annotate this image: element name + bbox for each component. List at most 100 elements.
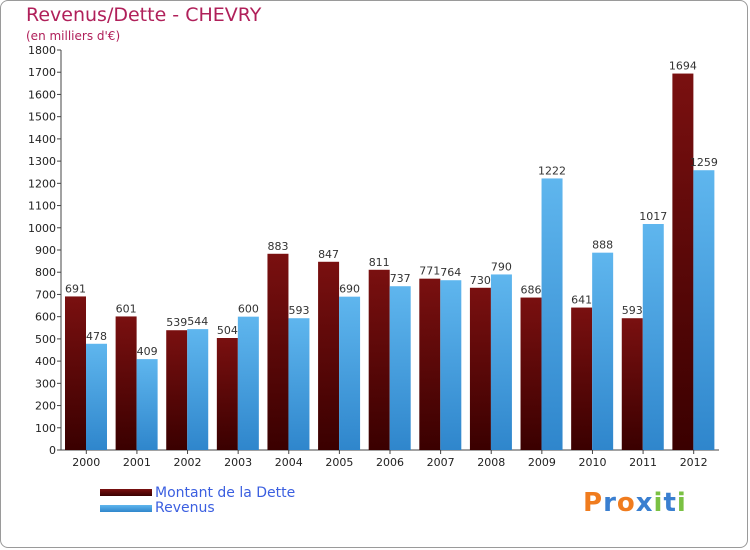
brand-letter: P: [583, 488, 604, 518]
data-label-debt: 593: [622, 304, 643, 317]
y-tick-label: 1400: [28, 133, 56, 146]
bar-debt: [672, 73, 694, 451]
data-label-revenue: 593: [288, 304, 309, 317]
bar-debt: [318, 261, 340, 450]
bar-revenue: [237, 316, 259, 450]
brand-logo: Proxiti: [583, 488, 687, 518]
legend-label-revenue: Revenus: [155, 500, 215, 516]
y-tick-label: 1100: [28, 200, 56, 213]
data-label-debt: 504: [217, 324, 238, 337]
brand-letter: i: [676, 488, 687, 518]
bar-revenue: [541, 178, 563, 450]
data-label-debt: 730: [470, 274, 491, 287]
legend-swatch-revenue: [100, 505, 152, 512]
y-tick-label: 600: [35, 311, 56, 324]
x-tick-label: 2002: [174, 456, 202, 469]
x-tick-label: 2010: [578, 456, 606, 469]
x-tick-label: 2008: [477, 456, 505, 469]
x-tick-label: 2012: [680, 456, 708, 469]
bar-revenue: [187, 329, 209, 450]
y-tick-label: 1500: [28, 111, 56, 124]
y-tick-label: 1300: [28, 155, 56, 168]
data-label-revenue: 544: [187, 315, 208, 328]
y-tick-label: 1000: [28, 222, 56, 235]
bar-revenue: [389, 286, 411, 450]
data-label-revenue: 478: [86, 330, 107, 343]
bar-debt: [520, 297, 542, 450]
y-tick-label: 500: [35, 333, 56, 346]
bar-revenue: [693, 170, 715, 450]
bar-debt: [216, 338, 238, 450]
bar-debt: [115, 316, 137, 450]
bar-revenue: [136, 359, 158, 450]
x-tick-label: 2000: [72, 456, 100, 469]
data-label-debt: 1694: [669, 60, 697, 73]
chart-subtitle: (en milliers d'€): [26, 29, 121, 43]
data-label-revenue: 888: [592, 239, 613, 252]
bar-revenue: [288, 318, 310, 450]
data-label-revenue: 600: [238, 303, 259, 316]
bar-revenue: [440, 280, 462, 450]
y-tick-label: 400: [35, 355, 56, 368]
bar-debt: [65, 296, 86, 450]
data-label-debt: 686: [521, 284, 542, 297]
brand-letter: i: [653, 488, 664, 518]
brand-letter: t: [663, 488, 677, 518]
chart-title: Revenus/Dette - CHEVRY: [26, 4, 262, 26]
data-label-debt: 691: [65, 282, 86, 295]
y-tick-label: 700: [35, 288, 56, 301]
brand-letter: r: [603, 488, 617, 518]
bar-debt: [166, 330, 188, 450]
data-label-debt: 601: [116, 302, 137, 315]
y-tick-label: 100: [35, 422, 56, 435]
x-tick-label: 2006: [376, 456, 404, 469]
x-tick-label: 2001: [123, 456, 151, 469]
chart-bars: [65, 73, 715, 451]
y-tick-label: 300: [35, 377, 56, 390]
bar-revenue: [490, 274, 512, 450]
y-tick-label: 1600: [28, 88, 56, 101]
x-tick-label: 2005: [325, 456, 353, 469]
y-tick-label: 1800: [28, 44, 56, 57]
x-tick-label: 2009: [528, 456, 556, 469]
brand-letter: o: [616, 488, 636, 518]
data-label-revenue: 737: [390, 272, 411, 285]
data-label-revenue: 690: [339, 283, 360, 296]
data-label-debt: 771: [419, 265, 440, 278]
x-tick-label: 2003: [224, 456, 252, 469]
brand-letter: x: [635, 488, 654, 518]
data-label-debt: 847: [318, 248, 339, 261]
bar-debt: [571, 307, 593, 450]
x-tick-label: 2011: [629, 456, 657, 469]
bar-debt: [621, 318, 643, 450]
bar-debt: [368, 269, 390, 450]
legend-label-debt: Montant de la Dette: [155, 485, 296, 501]
bar-debt: [469, 287, 491, 450]
data-label-revenue: 1017: [639, 210, 667, 223]
y-tick-label: 200: [35, 400, 56, 413]
data-label-revenue: 1222: [538, 164, 566, 177]
y-tick-label: 900: [35, 244, 56, 257]
data-label-revenue: 790: [491, 260, 512, 273]
bar-debt: [419, 278, 441, 450]
chart-axes: 0 100 200 300 400 500 600 700 800 900 1000 1100 1200…: [28, 44, 719, 469]
data-label-debt: 811: [369, 256, 390, 269]
y-tick-label: 800: [35, 266, 56, 279]
data-label-revenue: 764: [440, 266, 461, 279]
data-label-revenue: 409: [137, 345, 158, 358]
bar-revenue: [86, 343, 107, 450]
data-label-debt: 641: [571, 294, 592, 307]
y-tick-label: 1700: [28, 66, 56, 79]
data-label-revenue: 1259: [690, 156, 718, 169]
y-tick-label: 1200: [28, 177, 56, 190]
bar-revenue: [642, 224, 664, 450]
bar-revenue: [339, 296, 361, 450]
bar-debt: [267, 253, 289, 450]
data-label-debt: 539: [166, 316, 187, 329]
y-tick-label: 0: [49, 444, 56, 457]
x-tick-label: 2004: [275, 456, 303, 469]
legend-swatch-debt: [100, 489, 152, 496]
data-label-debt: 883: [267, 240, 288, 253]
